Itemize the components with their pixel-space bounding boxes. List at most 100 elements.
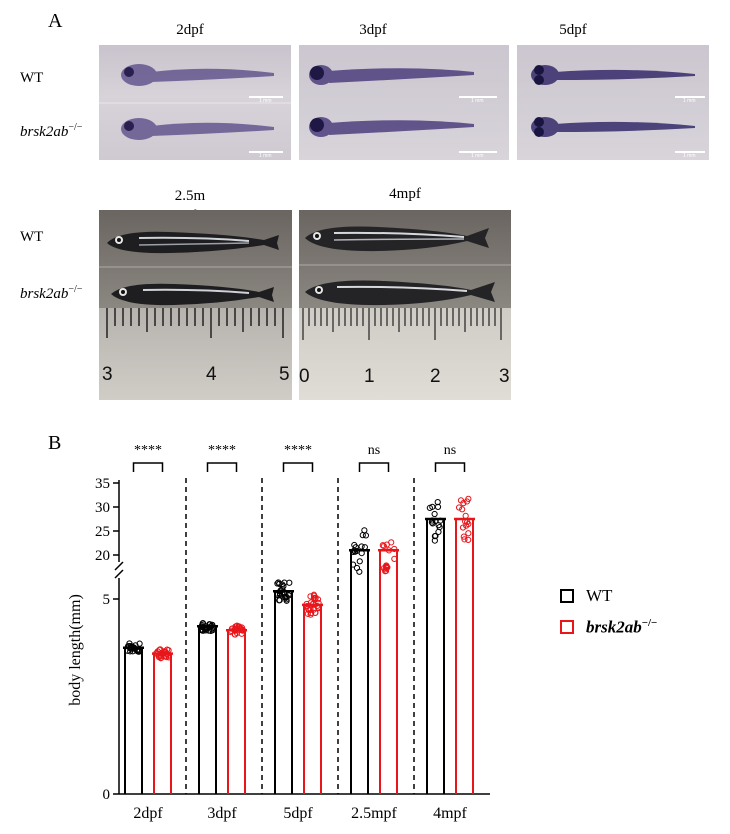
significance-bracket <box>206 462 238 472</box>
data-point <box>434 503 442 511</box>
data-point <box>282 593 289 601</box>
data-point <box>239 627 246 634</box>
significance-label: **** <box>284 443 312 458</box>
ruler-2-5mpf: 3 4 5 <box>99 308 292 400</box>
legend-item-mutant: brsk2ab−/− <box>560 617 657 638</box>
significance-label: **** <box>134 443 162 458</box>
legend-swatch-wt <box>560 589 574 603</box>
significance-bracket <box>358 462 390 472</box>
data-point <box>431 537 438 544</box>
data-point <box>314 596 322 603</box>
data-point <box>233 629 240 637</box>
data-point <box>463 522 470 529</box>
x-tick-label: 2dpf <box>133 805 163 822</box>
data-point <box>429 520 436 527</box>
x-tick-label: 5dpf <box>283 805 313 822</box>
data-point <box>391 545 398 553</box>
larva-photo-5dpf: 1 mm 1 mm <box>517 45 709 160</box>
data-point <box>132 642 139 649</box>
data-point <box>426 504 433 511</box>
data-point <box>379 542 386 549</box>
data-point <box>232 627 239 634</box>
y-tick-label: 20 <box>95 548 110 564</box>
y-tick-label: 0 <box>103 787 111 803</box>
data-point <box>307 593 314 600</box>
data-point <box>349 548 357 556</box>
legend-label-wt: WT <box>586 586 613 605</box>
fish-drawing-2-5mpf <box>99 231 292 306</box>
row-label-wt-bottom: WT <box>20 229 44 245</box>
data-point <box>286 590 293 597</box>
data-point <box>356 558 363 565</box>
larva-drawing-2dpf <box>99 64 291 140</box>
data-point <box>310 594 318 602</box>
larva-drawing-3dpf <box>309 65 474 137</box>
data-point <box>460 533 467 540</box>
data-point <box>205 627 212 634</box>
y-tick-label: 35 <box>95 476 110 492</box>
data-point <box>351 541 358 549</box>
larva-photo-3dpf: 1 mm 1 mm <box>299 45 509 160</box>
data-point <box>358 543 365 550</box>
larva-drawing-5dpf <box>531 65 695 137</box>
data-point <box>231 631 239 638</box>
data-point <box>461 536 468 543</box>
ruler-number: 5 <box>279 364 290 385</box>
y-axis-label: body length(mm) <box>67 594 84 706</box>
data-point <box>459 524 467 531</box>
data-point <box>233 622 240 629</box>
ruler-number: 2 <box>430 366 441 387</box>
ruler-number: 1 <box>364 366 375 387</box>
significance-label: ns <box>368 443 380 458</box>
larva-photo-2dpf: 1 mm 1 mm <box>99 45 291 160</box>
data-point <box>358 550 365 557</box>
data-point <box>460 500 467 507</box>
y-tick-label: 5 <box>103 592 111 608</box>
axis-break-mark <box>114 569 124 579</box>
significance-label: ns <box>444 443 456 458</box>
legend-swatch-mutant <box>560 620 574 635</box>
adult-photo-2-5mpf: 3 4 5 <box>99 210 292 400</box>
data-point <box>209 624 217 631</box>
ruler-number: 0 <box>299 366 310 387</box>
data-point <box>303 600 310 608</box>
significance-label: **** <box>208 443 236 458</box>
data-point <box>280 583 287 590</box>
data-point <box>276 597 283 604</box>
axis-break-mark <box>114 561 124 571</box>
x-tick-label: 4mpf <box>433 805 467 822</box>
data-point <box>353 564 361 572</box>
data-point <box>428 519 436 526</box>
data-point <box>359 532 366 539</box>
data-point <box>465 530 472 537</box>
column-label-2dpf: 2dpf <box>176 22 204 38</box>
data-point <box>459 506 466 513</box>
ruler-number: 4 <box>206 364 217 385</box>
fish-drawing-4mpf <box>299 226 511 306</box>
ruler-number: 3 <box>102 364 113 385</box>
data-point <box>463 498 471 505</box>
data-point <box>163 654 170 661</box>
data-point <box>462 512 469 519</box>
data-point <box>201 626 209 633</box>
y-tick-label: 30 <box>95 500 110 516</box>
body-length-bar-chart: 20 25 30 35 0 5 body length(mm) 2dpf **** 3dpf ***… <box>67 443 490 822</box>
row-label-mutant-top: brsk2ab−/− <box>20 122 83 140</box>
x-tick-label: 2.5mpf <box>351 805 397 822</box>
data-point <box>306 607 313 614</box>
data-point <box>380 542 387 550</box>
data-point <box>277 587 284 594</box>
data-point <box>129 643 136 650</box>
panel-b-letter: B <box>48 432 62 454</box>
data-point <box>455 504 463 511</box>
significance-bracket <box>282 462 314 472</box>
data-point <box>198 627 205 634</box>
data-point <box>304 610 311 617</box>
data-point <box>209 627 216 634</box>
column-label-3dpf: 3dpf <box>359 22 387 38</box>
data-point <box>227 628 234 636</box>
data-point <box>384 564 391 571</box>
adult-photo-4mpf: 0 1 2 3 <box>299 210 511 400</box>
data-point <box>431 533 438 540</box>
data-point <box>465 536 472 543</box>
